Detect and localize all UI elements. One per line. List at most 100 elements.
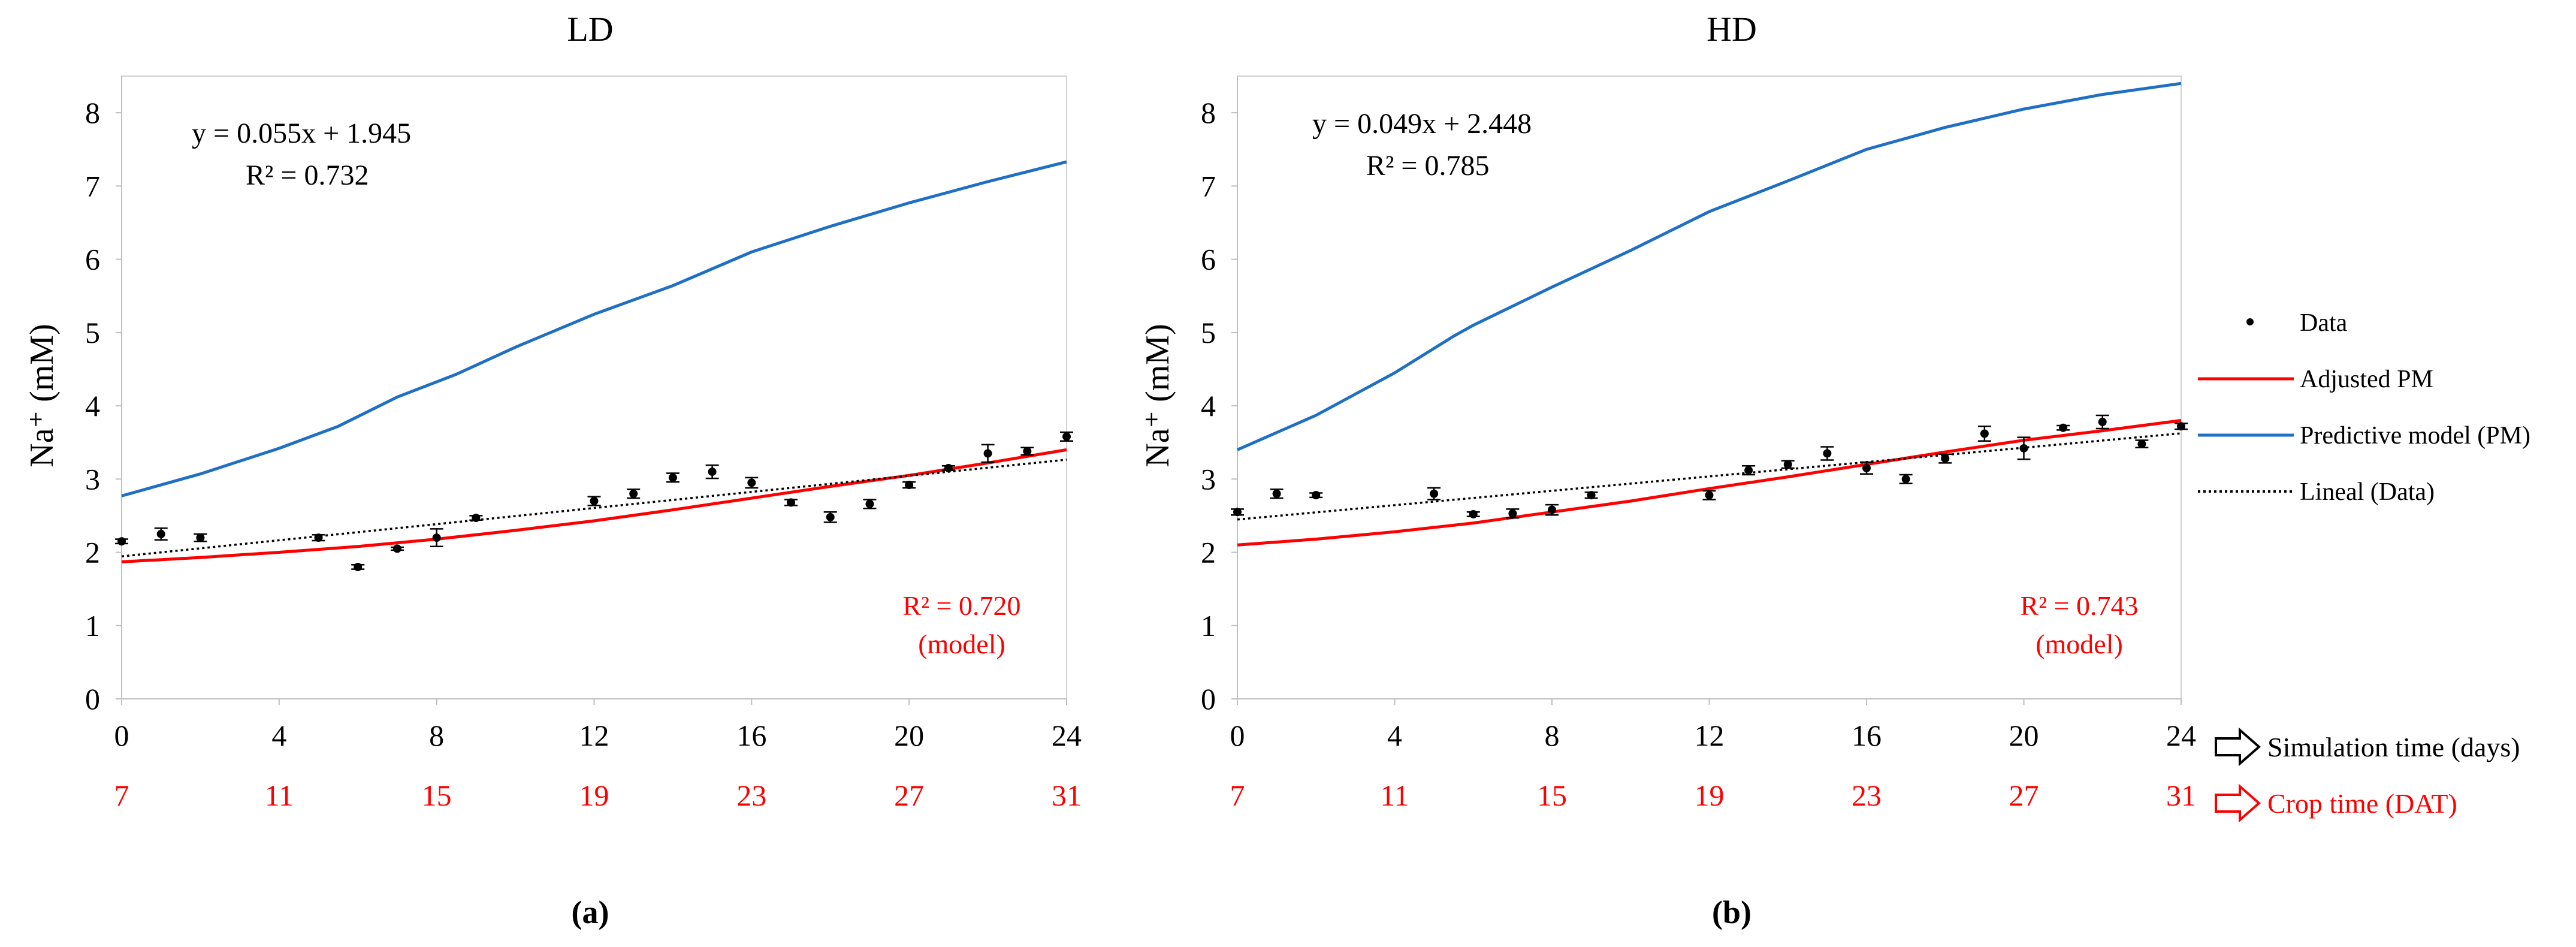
y-tick-label: 2 <box>85 536 100 569</box>
data-point <box>1062 432 1071 441</box>
chart-title-ld: LD <box>567 10 613 49</box>
trend-r2-hd: R² = 0.785 <box>1366 150 1489 182</box>
model-r2-note-ld: (model) <box>918 629 1005 659</box>
data-point <box>747 478 756 487</box>
data-point <box>2137 439 2146 448</box>
panel-label-a: (a) <box>572 894 609 930</box>
crop-tick-label: 11 <box>265 779 294 812</box>
x-tick-label: 8 <box>429 719 444 752</box>
legend-data-label: Data <box>2300 309 2348 337</box>
data-point <box>2177 422 2185 431</box>
y-tick-label: 1 <box>85 609 100 643</box>
data-point <box>1233 508 1242 517</box>
y-tick-label: 3 <box>85 462 100 496</box>
data-point <box>1705 491 1714 500</box>
y-tick-label: 0 <box>85 682 100 716</box>
x-tick-label: 16 <box>1852 719 1882 752</box>
data-point <box>668 473 677 482</box>
data-point <box>1430 489 1439 498</box>
x-tick-label: 20 <box>894 719 924 752</box>
data-point <box>2098 417 2107 426</box>
predictive-model-line-ld <box>121 160 1067 497</box>
trend-equation-hd: y = 0.049x + 2.448 <box>1312 108 1532 140</box>
lineal-trend-line-hd <box>1237 432 2182 521</box>
data-point <box>1862 463 1871 472</box>
data-point <box>2059 423 2068 432</box>
crop-tick-label: 27 <box>894 779 924 812</box>
data-point <box>117 537 126 546</box>
y-tick-label: 8 <box>1201 96 1216 129</box>
crop-tick-label: 7 <box>1230 779 1245 812</box>
x-tick-label: 24 <box>1052 719 1082 752</box>
y-tick-label: 6 <box>1201 243 1216 276</box>
x-tick-label: 4 <box>1387 719 1402 752</box>
x-tick-label: 12 <box>579 719 609 752</box>
crop-tick-label: 7 <box>114 779 129 812</box>
y-tick-label: 6 <box>85 243 100 276</box>
data-point <box>1272 489 1281 498</box>
y-tick-label: 8 <box>85 96 100 129</box>
legend-data-marker <box>2246 318 2254 325</box>
y-tick-label: 3 <box>1201 462 1216 496</box>
crop-tick-label: 19 <box>579 779 609 812</box>
y-tick-label: 7 <box>1201 169 1216 203</box>
model-r2-note-hd: (model) <box>2036 629 2123 659</box>
adjusted-pm-line-ld <box>121 448 1067 563</box>
data-point <box>1823 449 1832 458</box>
data-point <box>354 562 363 571</box>
trend-equation-ld: y = 0.055x + 1.945 <box>192 117 411 149</box>
x-tick-label: 16 <box>736 719 766 752</box>
axis-annotations: Simulation time (days) Crop time (DAT) <box>2215 727 2520 823</box>
data-point <box>1469 509 1478 518</box>
data-point <box>629 489 638 498</box>
panel-label-b: (b) <box>1712 894 1751 930</box>
adjusted-pm-line-hd <box>1237 419 2182 547</box>
crop-arrow-icon <box>2215 783 2261 823</box>
simulation-arrow-icon <box>2215 727 2261 767</box>
legend-lineal-label: Lineal (Data) <box>2300 478 2435 506</box>
crop-tick-label: 23 <box>1852 779 1882 812</box>
legend: Data Adjusted PM Predictive model (PM) L… <box>2198 309 2530 506</box>
crop-tick-label: 27 <box>2009 779 2039 812</box>
data-point <box>905 481 914 490</box>
data-point <box>1548 505 1556 514</box>
data-point <box>314 533 323 542</box>
crop-time-label: Crop time (DAT) <box>2267 788 2457 819</box>
data-point <box>432 533 441 542</box>
data-point <box>196 533 205 542</box>
model-r2-ld: R² = 0.720 <box>903 590 1021 621</box>
data-point <box>1587 491 1596 500</box>
data-point <box>1941 454 1950 463</box>
data-point <box>1783 460 1792 469</box>
simulation-time-label: Simulation time (days) <box>2267 732 2520 762</box>
data-point <box>1901 475 1910 484</box>
lineal-trend-line-ld <box>121 459 1067 558</box>
chart-title-hd: HD <box>1707 10 1757 49</box>
legend-predictive-label: Predictive model (PM) <box>2300 422 2530 450</box>
data-point <box>983 449 992 458</box>
data-point <box>787 498 796 507</box>
x-tick-label: 12 <box>1695 719 1725 752</box>
y-tick-label: 0 <box>1201 682 1216 716</box>
data-point <box>1744 466 1753 475</box>
data-point <box>865 499 874 508</box>
data-point <box>590 496 599 505</box>
data-point <box>1312 491 1321 500</box>
data-point <box>472 514 481 523</box>
y-axis-label-hd: Na⁺ (mM) <box>1139 324 1176 468</box>
y-axis-label-ld: Na⁺ (mM) <box>23 324 61 468</box>
y-tick-label: 5 <box>1201 316 1216 349</box>
chart-panel-ld: LD Na⁺ (mM) y = 0.055x + 1.945 R² = 0.73… <box>23 10 1082 930</box>
y-tick-label: 4 <box>85 389 100 423</box>
crop-tick-label: 15 <box>1537 779 1567 812</box>
crop-tick-label: 31 <box>1052 779 1082 812</box>
data-point <box>708 468 717 476</box>
data-point <box>156 529 165 538</box>
data-point <box>944 463 953 472</box>
crop-tick-label: 19 <box>1695 779 1725 812</box>
data-point <box>826 512 835 521</box>
x-tick-label: 0 <box>114 719 129 752</box>
y-tick-label: 2 <box>1201 536 1216 569</box>
x-tick-label: 24 <box>2166 719 2196 752</box>
